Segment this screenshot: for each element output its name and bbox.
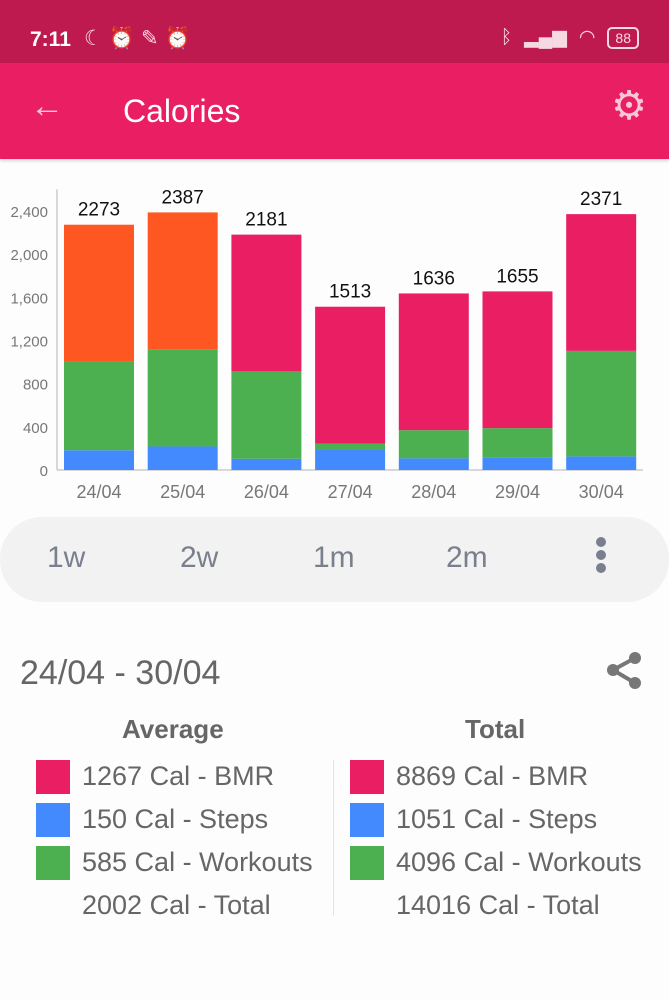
average-heading: Average <box>122 714 224 744</box>
bar-segment-workouts <box>482 428 553 458</box>
x-tick-label: 25/04 <box>160 482 205 502</box>
bmr-swatch <box>36 759 70 794</box>
status-bar: 7:11 ☾⏰✎⏰ ᛒ ▂▄▆ ◠ 88 <box>0 0 669 63</box>
app-bar: ← Calories ⚙ <box>0 63 669 159</box>
data-label-total: 2387 <box>162 187 204 208</box>
steps-swatch <box>350 802 384 837</box>
bar-segment-workouts <box>231 371 302 459</box>
total-steps: 1051 Cal - Steps <box>396 804 598 834</box>
workouts-swatch <box>36 845 70 880</box>
data-label-total: 1636 <box>413 268 455 289</box>
bar-segment-bmr <box>147 212 218 350</box>
back-arrow-icon[interactable]: ← <box>30 87 64 125</box>
workouts-swatch <box>350 845 384 880</box>
signal-icon: ▂▄▆ <box>524 27 567 48</box>
column-divider <box>333 760 334 916</box>
average-bmr: 1267 Cal - BMR <box>82 761 275 791</box>
x-tick-label: 30/04 <box>579 482 624 502</box>
total-total: 14016 Cal - Total <box>396 890 600 920</box>
bar-segment-steps <box>147 446 218 470</box>
alarm-icon: ⏰ <box>164 27 197 50</box>
total-workouts: 4096 Cal - Workouts <box>396 847 642 877</box>
data-label-total: 2371 <box>580 189 622 210</box>
more-options-icon[interactable] <box>596 537 608 576</box>
bar-segment-bmr <box>64 224 134 362</box>
status-time: 7:11 <box>30 28 71 51</box>
bar-segment-workouts <box>147 349 218 447</box>
range-2m[interactable]: 2m <box>446 541 488 574</box>
bar-segment-bmr <box>566 214 637 351</box>
range-1w[interactable]: 1w <box>47 541 86 574</box>
total-column: Total 8869 Cal - BMR 1051 Cal - Steps 40… <box>350 714 650 927</box>
y-tick-label: 1,200 <box>10 334 48 351</box>
average-column: Average 1267 Cal - BMR 150 Cal - Steps 5… <box>36 714 316 927</box>
steps-swatch <box>36 802 70 837</box>
total-heading: Total <box>465 714 526 744</box>
calories-chart: 04008001,2001,6002,0002,400183823227324/… <box>10 187 643 502</box>
x-tick-label: 27/04 <box>328 482 373 502</box>
bar-segment-bmr <box>315 306 386 444</box>
bar-segment-bmr <box>398 293 469 431</box>
bar-segment-workouts <box>64 361 134 451</box>
bar-segment-workouts <box>315 443 386 450</box>
range-1m[interactable]: 1m <box>313 541 355 574</box>
y-tick-label: 1,600 <box>10 290 48 307</box>
range-2w[interactable]: 2w <box>180 541 219 574</box>
y-tick-label: 400 <box>23 420 48 437</box>
data-label-total: 1655 <box>496 266 538 287</box>
page-title: Calories <box>123 93 241 129</box>
period-label: 24/04 - 30/04 <box>20 654 221 692</box>
bar-segment-steps <box>566 456 637 470</box>
y-tick-label: 800 <box>23 377 48 394</box>
average-steps: 150 Cal - Steps <box>82 804 269 834</box>
bar-segment-steps <box>482 457 553 470</box>
y-tick-label: 0 <box>40 463 48 480</box>
battery-icon: 88 <box>607 26 639 49</box>
alarm-icon: ⏰ <box>108 27 141 50</box>
bar-segment-workouts <box>566 350 637 457</box>
range-selector: 1w 2w 1m 2m <box>0 517 669 602</box>
notification-icons: ☾⏰✎⏰ <box>84 26 197 51</box>
bluetooth-icon: ᛒ <box>500 26 513 48</box>
bar-segment-steps <box>315 449 386 470</box>
data-label-total: 2273 <box>78 200 120 221</box>
bar-segment-workouts <box>398 430 469 459</box>
average-workouts: 585 Cal - Workouts <box>82 847 313 877</box>
spacer <box>350 889 384 923</box>
wifi-icon: ◠ <box>578 27 596 48</box>
settings-gear-icon[interactable]: ⚙ <box>611 84 647 128</box>
total-bmr: 8869 Cal - BMR <box>396 761 589 791</box>
fitness-icon: ✎ <box>140 27 165 50</box>
share-icon[interactable] <box>605 650 645 690</box>
spacer <box>36 889 70 923</box>
y-tick-label: 2,000 <box>10 247 48 264</box>
bar-segment-bmr <box>482 291 553 429</box>
bmr-swatch <box>350 759 384 794</box>
x-tick-label: 26/04 <box>244 482 289 502</box>
average-total: 2002 Cal - Total <box>82 890 271 920</box>
bar-segment-steps <box>231 458 302 470</box>
data-label-total: 2181 <box>245 210 287 231</box>
x-tick-label: 28/04 <box>411 482 456 502</box>
y-tick-label: 2,400 <box>10 204 48 221</box>
data-label-total: 1513 <box>329 282 371 303</box>
moon-icon: ☾ <box>84 27 109 50</box>
bar-segment-steps <box>398 458 469 470</box>
bar-segment-steps <box>64 450 134 470</box>
bar-segment-bmr <box>231 234 302 372</box>
x-tick-label: 24/04 <box>76 482 121 502</box>
x-tick-label: 29/04 <box>495 482 540 502</box>
